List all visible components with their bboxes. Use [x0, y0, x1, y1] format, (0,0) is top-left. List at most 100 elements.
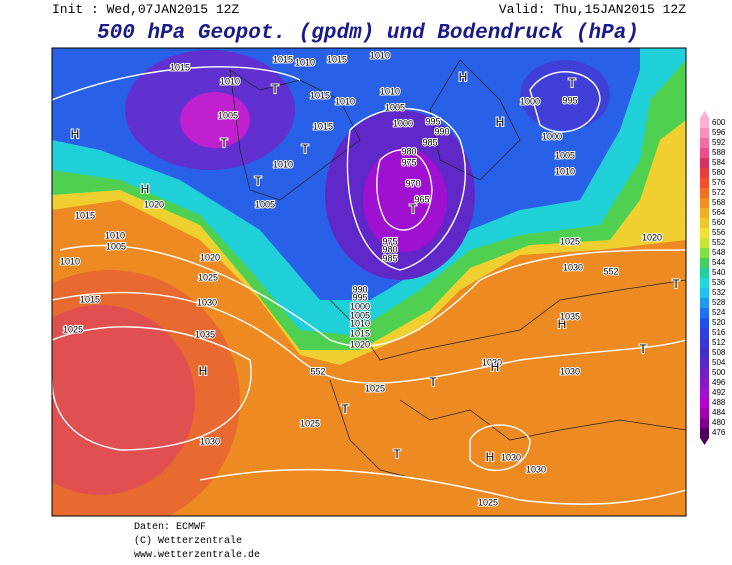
map-label: 1025: [365, 383, 385, 393]
colorbar: 6005965925885845805765725685645605565525…: [700, 111, 726, 445]
map-label: 1030: [197, 297, 217, 307]
map-label: 1035: [560, 311, 580, 321]
map-label: 1015: [273, 54, 293, 64]
init-time: Init : Wed,07JAN2015 12Z: [52, 2, 239, 17]
map-label: 1010: [380, 86, 400, 96]
map-label: 980: [382, 244, 397, 254]
colorbar-cell: [700, 288, 709, 298]
map-label: H: [199, 364, 208, 378]
map-label: H: [71, 127, 80, 141]
colorbar-cell: [700, 318, 709, 328]
map-label: 1005: [350, 310, 370, 320]
colorbar-cell: [700, 248, 709, 258]
map-label: H: [491, 360, 500, 374]
map-label: 975: [401, 157, 416, 167]
colorbar-cell: [700, 328, 709, 338]
map-label: 1010: [295, 57, 315, 67]
colorbar-tick-label: 488: [712, 398, 726, 407]
map-label: T: [409, 202, 417, 216]
map-label: 1000: [542, 131, 562, 141]
colorbar-cell: [700, 208, 709, 218]
map-label: H: [141, 182, 150, 196]
map-label: 1015: [313, 121, 333, 131]
colorbar-tick-label: 584: [712, 158, 726, 167]
colorbar-cell: [700, 258, 709, 268]
colorbar-arrow: [700, 111, 709, 118]
map-label: 1025: [63, 324, 83, 334]
colorbar-cell: [700, 138, 709, 148]
colorbar-tick-label: 508: [712, 348, 726, 357]
map-label: H: [486, 450, 495, 464]
colorbar-tick-label: 492: [712, 388, 726, 397]
colorbar-tick-label: 580: [712, 168, 726, 177]
colorbar-cell: [700, 308, 709, 318]
colorbar-tick-label: 528: [712, 298, 726, 307]
colorbar-tick-label: 556: [712, 228, 726, 237]
map-label: 965: [414, 194, 429, 204]
colorbar-tick-label: 600: [712, 118, 726, 127]
colorbar-tick-label: 544: [712, 258, 726, 267]
map-label: 1020: [200, 252, 220, 262]
map-label: 1005: [106, 241, 126, 251]
map-label: 1025: [300, 418, 320, 428]
colorbar-cell: [700, 188, 709, 198]
colorbar-tick-label: 588: [712, 148, 726, 157]
map-label: 1010: [220, 76, 240, 86]
colorbar-tick-label: 552: [712, 238, 726, 247]
map-label: 1005: [385, 102, 405, 112]
valid-time: Valid: Thu,15JAN2015 12Z: [499, 2, 686, 17]
map-label: 1010: [350, 318, 370, 328]
map-label: 1020: [642, 232, 662, 242]
map-label: 1015: [170, 62, 190, 72]
map-label: 1015: [350, 328, 370, 338]
colorbar-cell: [700, 408, 709, 418]
map-field: [52, 48, 686, 516]
colorbar-cell: [700, 148, 709, 158]
map-label: T: [271, 82, 279, 96]
colorbar-cell: [700, 198, 709, 208]
colorbar-tick-label: 568: [712, 198, 726, 207]
colorbar-tick-label: 592: [712, 138, 726, 147]
colorbar-cell: [700, 268, 709, 278]
map-label: 1005: [255, 199, 275, 209]
map-label: 995: [425, 116, 440, 126]
colorbar-cell: [700, 338, 709, 348]
colorbar-arrow: [700, 438, 709, 445]
colorbar-tick-label: 484: [712, 408, 726, 417]
map-label: 985: [382, 253, 397, 263]
map-label: T: [639, 342, 647, 356]
colorbar-cell: [700, 158, 709, 168]
map-label: 995: [352, 292, 367, 302]
colorbar-cell: [700, 278, 709, 288]
map-label: 552: [310, 366, 325, 376]
colorbar-cell: [700, 348, 709, 358]
map-label: T: [568, 76, 576, 90]
map-label: T: [254, 174, 262, 188]
map-label: 1005: [555, 150, 575, 160]
map-label: H: [558, 317, 567, 331]
map-label: 1010: [273, 159, 293, 169]
map-label: 1025: [478, 497, 498, 507]
colorbar-tick-label: 496: [712, 378, 726, 387]
map-label: 1000: [520, 96, 540, 106]
map-label: 990: [352, 284, 367, 294]
map-label: 1030: [482, 357, 502, 367]
map-label: T: [393, 447, 401, 461]
colorbar-tick-label: 504: [712, 358, 726, 367]
colorbar-tick-label: 516: [712, 328, 726, 337]
map-label: 1010: [335, 96, 355, 106]
map-label: T: [429, 375, 437, 389]
map-label: 1030: [563, 262, 583, 272]
map-label: 970: [405, 178, 420, 188]
colorbar-cell: [700, 358, 709, 368]
map-label: 1005: [218, 110, 238, 120]
colorbar-tick-label: 548: [712, 248, 726, 257]
colorbar-cell: [700, 378, 709, 388]
colorbar-cell: [700, 388, 709, 398]
colorbar-cell: [700, 228, 709, 238]
map-label: 1030: [526, 464, 546, 474]
colorbar-cell: [700, 128, 709, 138]
colorbar-tick-label: 520: [712, 318, 726, 327]
